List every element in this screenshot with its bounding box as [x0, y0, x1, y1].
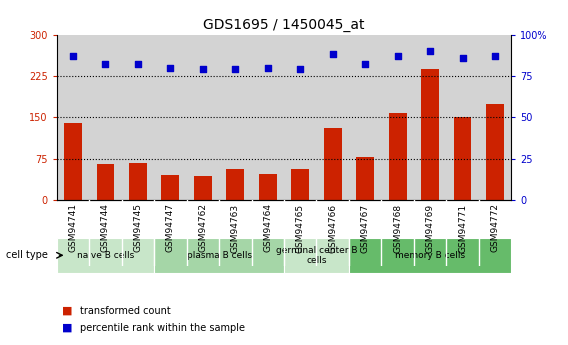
Bar [381, 34, 414, 200]
Bar [284, 34, 316, 200]
Text: GSM94771: GSM94771 [458, 203, 467, 253]
Bar [154, 34, 187, 200]
Text: ■: ■ [62, 323, 73, 333]
Text: GSM94744: GSM94744 [101, 203, 110, 252]
Text: GSM94745: GSM94745 [133, 203, 143, 253]
Bar [414, 34, 446, 200]
Text: ■: ■ [62, 306, 73, 315]
Bar [252, 34, 284, 200]
Text: GSM94747: GSM94747 [166, 203, 175, 253]
Text: GSM94765: GSM94765 [296, 203, 304, 253]
Point [198, 67, 207, 72]
Point [296, 67, 305, 72]
Bar [57, 34, 89, 200]
Bar [446, 34, 479, 200]
Bar [194, 176, 212, 200]
Point [393, 53, 402, 59]
Text: GSM94741: GSM94741 [69, 203, 77, 253]
Point [425, 48, 435, 54]
Text: GSM94767: GSM94767 [361, 203, 370, 253]
Bar [454, 117, 471, 200]
Text: GSM94766: GSM94766 [328, 203, 337, 253]
Bar [486, 104, 504, 200]
Bar [89, 34, 122, 200]
Bar [57, 238, 154, 273]
Bar [64, 123, 82, 200]
Point [361, 61, 370, 67]
Bar [349, 34, 381, 200]
Point [101, 61, 110, 67]
Text: percentile rank within the sample: percentile rank within the sample [80, 323, 244, 333]
Text: GSM94763: GSM94763 [231, 203, 240, 253]
Bar [349, 238, 511, 273]
Title: GDS1695 / 1450045_at: GDS1695 / 1450045_at [203, 18, 365, 32]
Point [263, 65, 272, 70]
Bar [259, 174, 277, 200]
Bar [356, 157, 374, 200]
Bar [129, 162, 147, 200]
Bar [479, 34, 511, 200]
Point [231, 67, 240, 72]
Text: memory B cells: memory B cells [395, 251, 465, 260]
Text: naive B cells: naive B cells [77, 251, 134, 260]
Text: GSM94764: GSM94764 [264, 203, 272, 253]
Text: GSM94769: GSM94769 [425, 203, 435, 253]
Bar [284, 238, 349, 273]
Text: GSM94768: GSM94768 [393, 203, 402, 253]
Bar [161, 175, 179, 200]
Point [328, 52, 337, 57]
Bar [154, 238, 284, 273]
Bar [219, 34, 252, 200]
Bar [291, 169, 309, 200]
Bar [227, 169, 244, 200]
Text: germinal center B
cells: germinal center B cells [275, 246, 357, 265]
Point [166, 65, 175, 70]
Text: GSM94762: GSM94762 [198, 203, 207, 253]
Bar [122, 34, 154, 200]
Point [133, 61, 143, 67]
Bar [324, 128, 341, 200]
Text: cell type: cell type [6, 250, 51, 260]
Text: transformed count: transformed count [80, 306, 170, 315]
Bar [187, 34, 219, 200]
Bar [389, 113, 407, 200]
Bar [421, 69, 439, 200]
Bar [316, 34, 349, 200]
Text: plasma B cells: plasma B cells [186, 251, 252, 260]
Point [490, 53, 499, 59]
Point [69, 53, 78, 59]
Bar [97, 164, 114, 200]
Point [458, 55, 467, 60]
Text: GSM94772: GSM94772 [491, 203, 499, 253]
